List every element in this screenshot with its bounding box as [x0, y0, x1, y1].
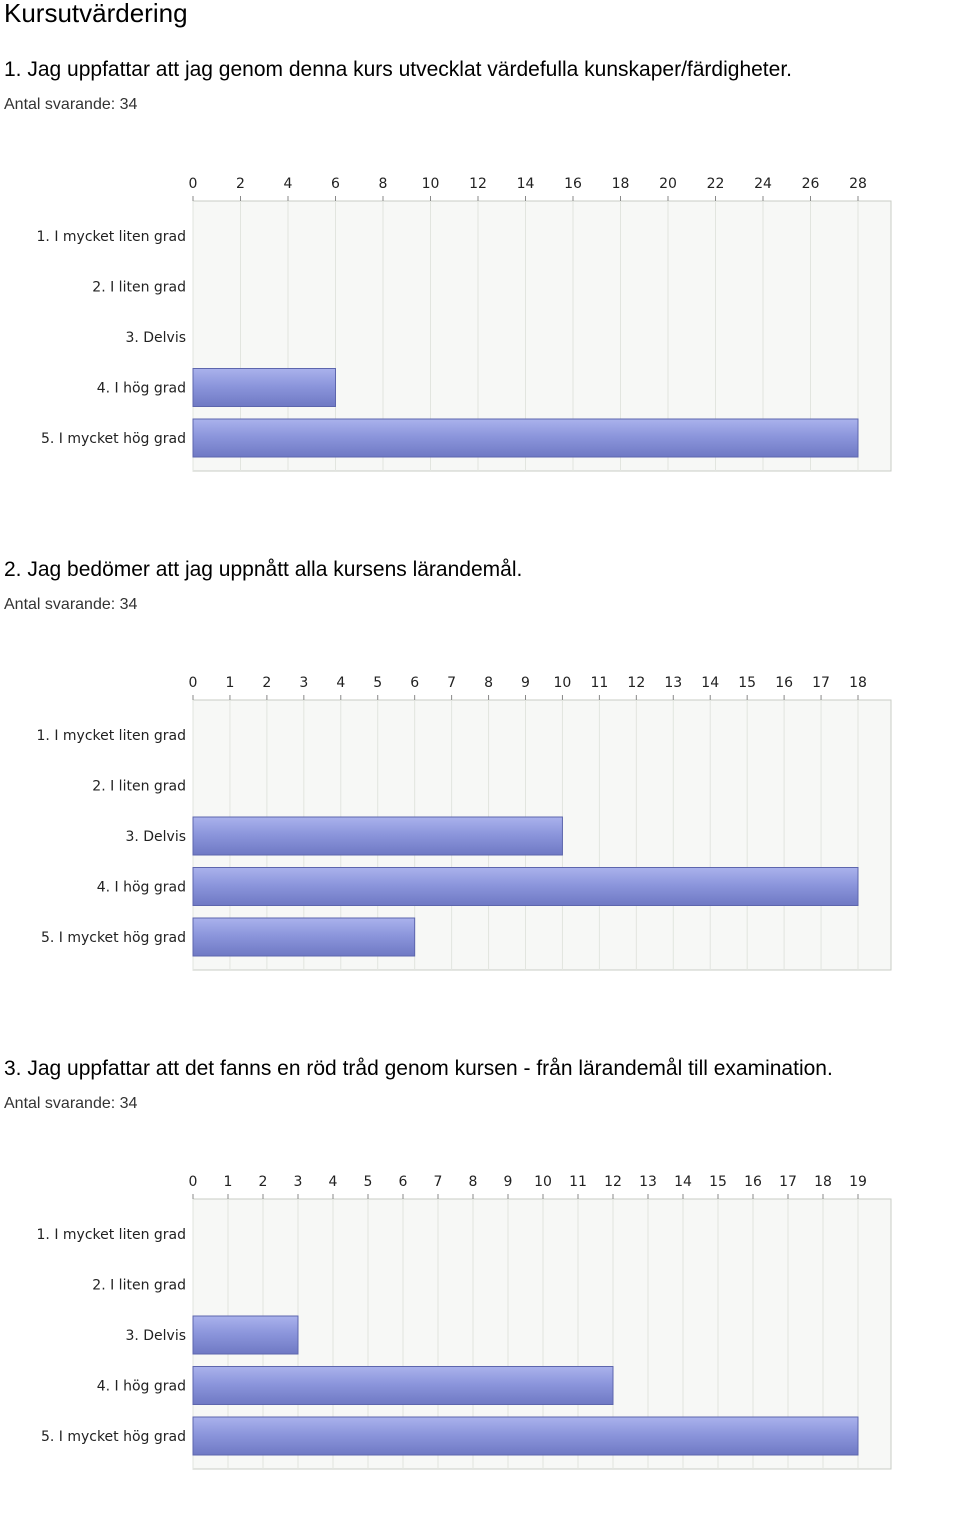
- x-tick-label: 14: [674, 1174, 692, 1190]
- x-tick-label: 6: [331, 176, 340, 192]
- x-tick-label: 5: [373, 675, 382, 691]
- x-tick-label: 22: [707, 176, 725, 192]
- category-label: 3. Delvis: [125, 829, 186, 845]
- x-tick-label: 19: [849, 1174, 867, 1190]
- x-tick-label: 1: [224, 1174, 233, 1190]
- x-tick-label: 12: [627, 675, 645, 691]
- x-tick-label: 2: [262, 675, 271, 691]
- x-tick-label: 14: [701, 675, 719, 691]
- x-tick-label: 17: [812, 675, 830, 691]
- x-tick-label: 12: [469, 176, 487, 192]
- x-tick-label: 8: [379, 176, 388, 192]
- bar: [192, 1315, 299, 1355]
- x-tick-label: 3: [299, 675, 308, 691]
- x-tick-label: 13: [664, 675, 682, 691]
- bar: [192, 867, 859, 906]
- x-tick-label: 10: [554, 675, 572, 691]
- x-tick-label: 1: [225, 675, 234, 691]
- x-tick-label: 18: [849, 675, 867, 691]
- x-tick-label: 6: [399, 1174, 408, 1190]
- x-tick-label: 7: [447, 675, 456, 691]
- x-tick-label: 0: [189, 1174, 198, 1190]
- question-section-3: 3. Jag uppfattar att det fanns en röd tr…: [0, 1057, 960, 1517]
- x-tick-label: 0: [189, 176, 198, 192]
- x-tick-label: 13: [639, 1174, 657, 1190]
- x-tick-label: 16: [744, 1174, 762, 1190]
- x-tick-label: 8: [469, 1174, 478, 1190]
- respondent-count: Antal svarande: 34: [4, 96, 138, 113]
- x-tick-label: 17: [779, 1174, 797, 1190]
- category-label: 1. I mycket liten grad: [37, 229, 186, 245]
- question-section-1: 1. Jag uppfattar att jag genom denna kur…: [0, 58, 960, 518]
- respondent-count: Antal svarande: 34: [4, 1095, 138, 1112]
- bar: [192, 917, 416, 957]
- category-label: 5. I mycket hög grad: [41, 930, 186, 946]
- x-tick-label: 11: [569, 1174, 587, 1190]
- category-label: 2. I liten grad: [92, 779, 186, 795]
- category-label: 3. Delvis: [125, 330, 186, 346]
- x-tick-label: 12: [604, 1174, 622, 1190]
- x-tick-label: 5: [364, 1174, 373, 1190]
- x-tick-label: 26: [802, 176, 820, 192]
- category-label: 1. I mycket liten grad: [37, 1227, 186, 1243]
- x-tick-label: 7: [434, 1174, 443, 1190]
- x-tick-label: 16: [564, 176, 582, 192]
- category-label: 3. Delvis: [125, 1328, 186, 1344]
- category-label: 4. I hög grad: [97, 880, 186, 896]
- x-tick-label: 4: [336, 675, 345, 691]
- x-tick-label: 20: [659, 176, 677, 192]
- question-section-2: 2. Jag bedömer att jag uppnått alla kurs…: [0, 558, 960, 1018]
- category-label: 2. I liten grad: [92, 280, 186, 296]
- x-tick-label: 10: [422, 176, 440, 192]
- x-tick-label: 28: [849, 176, 867, 192]
- bar-chart-1: 0 2 4 6 8 10 12 14 16 18 20 22 24 26 281. I mycket lit…: [37, 176, 892, 472]
- x-tick-label: 16: [775, 675, 793, 691]
- x-tick-label: 9: [504, 1174, 513, 1190]
- question-title: 1. Jag uppfattar att jag genom denna kur…: [4, 58, 792, 81]
- bar: [192, 1416, 859, 1456]
- category-label: 5. I mycket hög grad: [41, 431, 186, 447]
- x-tick-label: 10: [534, 1174, 552, 1190]
- bar: [192, 368, 336, 407]
- x-tick-label: 4: [284, 176, 293, 192]
- x-tick-label: 11: [590, 675, 608, 691]
- x-tick-label: 18: [612, 176, 630, 192]
- category-label: 2. I liten grad: [92, 1278, 186, 1294]
- page-title: Kursutvärdering: [4, 0, 188, 28]
- bar: [192, 418, 859, 458]
- x-tick-label: 14: [517, 176, 535, 192]
- bar-chart-3: 0 1 2 3 4 5 6 7 8 9 10 11 12 13 14 15 16 17 18 191. I mycke…: [37, 1174, 892, 1470]
- x-tick-label: 18: [814, 1174, 832, 1190]
- x-tick-label: 0: [189, 675, 198, 691]
- respondent-count: Antal svarande: 34: [4, 596, 138, 613]
- bar: [192, 816, 563, 856]
- category-label: 1. I mycket liten grad: [37, 728, 186, 744]
- category-label: 5. I mycket hög grad: [41, 1429, 186, 1445]
- question-title: 3. Jag uppfattar att det fanns en röd tr…: [4, 1057, 833, 1080]
- category-label: 4. I hög grad: [97, 1379, 186, 1395]
- category-label: 4. I hög grad: [97, 381, 186, 397]
- x-tick-label: 15: [709, 1174, 727, 1190]
- x-tick-label: 3: [294, 1174, 303, 1190]
- bar: [192, 1366, 614, 1405]
- x-tick-label: 24: [754, 176, 772, 192]
- x-tick-label: 9: [521, 675, 530, 691]
- question-title: 2. Jag bedömer att jag uppnått alla kurs…: [4, 558, 523, 581]
- bar-chart-2: 0 1 2 3 4 5 6 7 8 9 10 11 12 13 14 15 16 17 181. I mycket …: [37, 675, 892, 971]
- x-tick-label: 8: [484, 675, 493, 691]
- x-tick-label: 6: [410, 675, 419, 691]
- x-tick-label: 2: [236, 176, 245, 192]
- x-tick-label: 2: [259, 1174, 268, 1190]
- x-tick-label: 15: [738, 675, 756, 691]
- x-tick-label: 4: [329, 1174, 338, 1190]
